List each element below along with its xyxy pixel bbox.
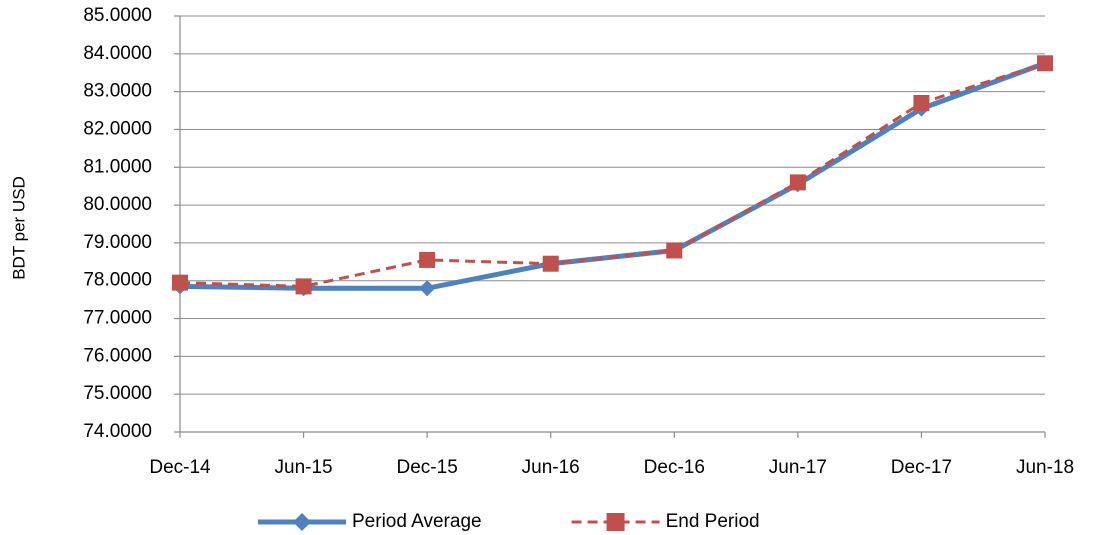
data-point	[913, 94, 930, 111]
data-point	[419, 251, 436, 268]
data-point	[542, 255, 559, 272]
data-point	[295, 278, 312, 295]
y-tick-label: 85.0000	[83, 5, 152, 26]
data-point	[419, 280, 436, 297]
data-point	[666, 242, 683, 259]
y-tick-label: 81.0000	[83, 156, 152, 177]
series-line	[179, 61, 1046, 288]
x-tick-label: Dec-15	[397, 457, 458, 478]
legend-marker	[293, 513, 311, 531]
legend-label: End Period	[666, 511, 760, 532]
x-tick-label: Dec-17	[891, 457, 952, 478]
data-point	[1037, 55, 1053, 72]
y-tick-label: 82.0000	[83, 118, 152, 139]
x-tick-label: Jun-18	[1016, 457, 1074, 478]
x-tick-label: Jun-17	[769, 457, 827, 478]
y-tick-label: 76.0000	[83, 345, 152, 366]
data-point	[172, 274, 188, 291]
x-tick-label: Jun-15	[275, 457, 333, 478]
y-axis-label: BDT per USD	[9, 176, 28, 280]
y-tick-label: 79.0000	[83, 232, 152, 253]
y-tick-label: 84.0000	[83, 43, 152, 64]
x-tick-label: Dec-16	[644, 457, 705, 478]
x-tick-label: Jun-16	[522, 457, 580, 478]
y-tick-label: 78.0000	[83, 270, 152, 291]
y-tick-label: 77.0000	[83, 308, 152, 329]
y-tick-label: 83.0000	[83, 81, 152, 102]
y-tick-label: 80.0000	[83, 194, 152, 215]
legend-marker	[606, 513, 625, 531]
y-tick-label: 74.0000	[83, 421, 152, 442]
data-point	[789, 174, 806, 191]
legend-label: Period Average	[352, 511, 482, 532]
y-tick-label: 75.0000	[83, 383, 152, 404]
x-tick-label: Dec-14	[149, 457, 211, 478]
